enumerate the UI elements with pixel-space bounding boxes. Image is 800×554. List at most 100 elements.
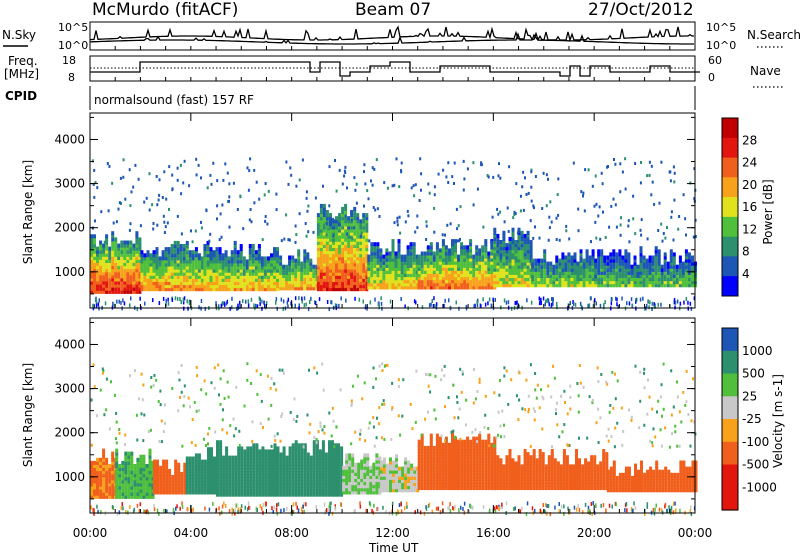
heatmap-cell (496, 249, 500, 254)
heatmap-cell (691, 255, 694, 260)
heatmap-cell (537, 280, 541, 285)
heatmap-point (205, 208, 208, 212)
heatmap-cell (331, 474, 334, 479)
heatmap-cell (391, 245, 395, 250)
heatmap-cell (337, 474, 340, 479)
heatmap-cell (222, 458, 226, 463)
heatmap-point (610, 204, 613, 208)
heatmap-cell (350, 265, 354, 270)
heatmap-cell (162, 471, 166, 476)
heatmap-cell (282, 480, 286, 485)
heatmap-cell (221, 265, 225, 270)
heatmap-point (433, 206, 436, 210)
heatmap-cell (276, 274, 279, 279)
heatmap-cell (300, 458, 304, 463)
heatmap-cell (612, 274, 616, 278)
heatmap-point (275, 208, 278, 212)
heatmap-cell (306, 474, 310, 479)
heatmap-cell (514, 261, 518, 266)
heatmap-cell (285, 492, 289, 497)
heatmap-cell (111, 246, 115, 251)
heatmap-cell (546, 283, 550, 288)
heatmap-cell (332, 268, 335, 273)
colorbar-frame (721, 117, 739, 297)
heatmap-cell (303, 264, 307, 269)
heatmap-point (396, 219, 399, 223)
heatmap-cell (564, 280, 568, 285)
heatmap-cell (270, 449, 274, 454)
heatmap-cell (312, 480, 316, 485)
heatmap-cell (248, 284, 252, 289)
heatmap-cell (300, 492, 304, 497)
heatmap-cell (249, 461, 253, 466)
heatmap-cell (213, 484, 216, 489)
heatmap-cell (218, 268, 222, 273)
heatmap-cell (325, 237, 329, 242)
heatmap-cell (508, 255, 512, 260)
heatmap-cell (341, 213, 345, 218)
heatmap-point (305, 190, 308, 194)
heatmap-cell (234, 483, 238, 488)
heatmap-cell (324, 480, 328, 485)
heatmap-cell (684, 252, 688, 257)
heatmap-cell (123, 265, 127, 270)
heatmap-cell (312, 474, 316, 479)
heatmap-cell (145, 476, 149, 481)
heatmap-cell (309, 455, 313, 460)
heatmap-cell (370, 285, 374, 290)
heatmap-cell (335, 216, 338, 221)
heatmap-cell (526, 252, 530, 257)
heatmap-cell (203, 262, 207, 267)
heatmap-cell (526, 280, 530, 285)
heatmap-cell (228, 489, 232, 494)
heatmap-cell (179, 259, 183, 264)
heatmap-cell (451, 248, 454, 253)
heatmap-cell (328, 446, 331, 451)
heatmap-point (453, 161, 456, 165)
heatmap-cell (329, 228, 332, 233)
heatmap-cell (555, 264, 559, 269)
heatmap-cell (597, 261, 601, 266)
heatmap-cell (618, 258, 622, 263)
heatmap-cell (350, 216, 354, 221)
heatmap-point (457, 224, 460, 228)
heatmap-cell (90, 243, 93, 248)
heatmap-cell (309, 486, 313, 491)
heatmap-cell (576, 264, 580, 269)
heatmap-cell (96, 252, 99, 257)
heatmap-cell (182, 281, 186, 286)
heatmap-cell (309, 283, 313, 288)
heatmap-cell (234, 477, 238, 482)
heatmap-cell (585, 252, 589, 257)
heatmap-point (640, 161, 642, 164)
heatmap-cell (188, 250, 192, 255)
heatmap-cell (675, 267, 679, 272)
heatmap-cell (478, 251, 482, 256)
heatmap-cell (185, 459, 189, 464)
heatmap-cell (170, 253, 174, 258)
heatmap-point (538, 296, 541, 301)
heatmap-cell (558, 261, 562, 266)
heatmap-point (614, 162, 617, 166)
heatmap-cell (231, 471, 235, 476)
heatmap-cell (102, 286, 106, 291)
heatmap-cell (350, 274, 354, 279)
heatmap-cell (332, 250, 335, 255)
heatmap-cell (263, 284, 267, 289)
heatmap-cell (555, 261, 559, 266)
heatmap-cell (350, 253, 354, 258)
heatmap-cell (203, 487, 207, 492)
heatmap-cell (478, 270, 482, 274)
heatmap-cell (555, 283, 559, 288)
heatmap-cell (111, 265, 115, 270)
heatmap-cell (303, 489, 307, 494)
heatmap-cell (118, 482, 122, 487)
heatmap-cell (255, 455, 259, 460)
heatmap-cell (191, 490, 195, 495)
heatmap-cell (517, 255, 521, 260)
heatmap-cell (149, 262, 153, 267)
heatmap-cell (183, 490, 187, 495)
heatmap-cell (354, 484, 358, 489)
heatmap-cell (666, 267, 670, 272)
heatmap-cell (375, 456, 379, 461)
